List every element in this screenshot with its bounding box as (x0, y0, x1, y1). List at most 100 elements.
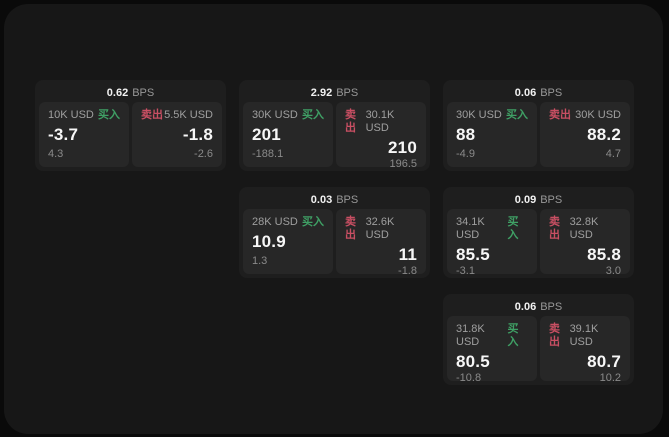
buy-size: 28K USD (252, 216, 298, 228)
quote-card[interactable]: 0.03 BPS 28K USD 买入 10.9 1.3 卖出 32.6K US… (239, 187, 430, 278)
buy-delta: 1.3 (252, 255, 268, 267)
sell-delta: -1.8 (398, 265, 417, 277)
sell-cell-top: 卖出 5.5K USD (141, 109, 213, 122)
buy-size: 30K USD (456, 109, 502, 121)
sell-size: 30K USD (575, 109, 621, 121)
sell-quote-cell[interactable]: 卖出 30.1K USD 210 196.5 (336, 102, 426, 170)
app-surface: 0.62 BPS 10K USD 买入 -3.7 4.3 卖出 5.5K USD… (4, 4, 663, 434)
buy-delta: -188.1 (252, 148, 284, 160)
sell-delta: 196.5 (389, 158, 417, 170)
card-body: 34.1K USD 买入 85.5 -3.1 卖出 32.8K USD 85.8… (447, 209, 630, 277)
quote-card[interactable]: 0.06 BPS 31.8K USD 买入 80.5 -10.8 卖出 39.1… (443, 294, 634, 385)
buy-price: -3.7 (48, 125, 79, 144)
buy-quote-cell[interactable]: 34.1K USD 买入 85.5 -3.1 (447, 209, 537, 277)
sell-price: 88.2 (587, 125, 621, 144)
sell-side-label: 卖出 (549, 216, 560, 241)
buy-delta: 4.3 (48, 148, 64, 160)
sell-price: -1.8 (182, 125, 213, 144)
sell-side-label: 卖出 (549, 109, 571, 121)
card-body: 10K USD 买入 -3.7 4.3 卖出 5.5K USD -1.8 -2.… (39, 102, 222, 167)
bps-value: 2.92 (310, 87, 333, 99)
buy-quote-cell[interactable]: 30K USD 买入 88 -4.9 (447, 102, 537, 167)
bps-value: 0.09 (514, 194, 537, 206)
buy-delta: -3.1 (456, 265, 475, 277)
bps-unit-label: BPS (540, 87, 563, 99)
buy-side-label: 买入 (506, 109, 528, 121)
buy-size: 10K USD (48, 109, 94, 121)
bps-unit-label: BPS (336, 194, 359, 206)
card-body: 30K USD 买入 88 -4.9 卖出 30K USD 88.2 4.7 (447, 102, 630, 167)
sell-side-label: 卖出 (345, 109, 356, 134)
quote-card[interactable]: 0.09 BPS 34.1K USD 买入 85.5 -3.1 卖出 32.8K… (443, 187, 634, 278)
sell-side-label: 卖出 (345, 216, 356, 241)
card-body: 28K USD 买入 10.9 1.3 卖出 32.6K USD 11 -1.8 (243, 209, 426, 277)
sell-quote-cell[interactable]: 卖出 32.8K USD 85.8 3.0 (540, 209, 630, 277)
buy-price: 88 (456, 125, 476, 144)
quote-card[interactable]: 2.92 BPS 30K USD 买入 201 -188.1 卖出 30.1K … (239, 80, 430, 171)
quote-card-grid: 0.62 BPS 10K USD 买入 -3.7 4.3 卖出 5.5K USD… (35, 80, 634, 385)
bps-value: 0.06 (514, 301, 537, 313)
sell-side-label: 卖出 (141, 109, 163, 121)
bps-unit-label: BPS (540, 301, 563, 313)
sell-cell-top: 卖出 32.8K USD (549, 216, 621, 242)
sell-price: 210 (388, 138, 417, 157)
sell-price: 85.8 (587, 245, 621, 264)
sell-price: 80.7 (587, 352, 621, 371)
buy-side-label: 买入 (302, 216, 324, 228)
sell-delta: 4.7 (605, 148, 621, 160)
buy-price: 85.5 (456, 245, 490, 264)
buy-size: 34.1K USD (456, 216, 485, 241)
sell-cell-top: 卖出 30.1K USD (345, 109, 417, 135)
card-header: 0.06 BPS (447, 298, 630, 316)
sell-quote-cell[interactable]: 卖出 5.5K USD -1.8 -2.6 (132, 102, 222, 167)
card-header: 2.92 BPS (243, 84, 426, 102)
sell-cell-top: 卖出 32.6K USD (345, 216, 417, 242)
card-header: 0.09 BPS (447, 191, 630, 209)
buy-delta: -4.9 (456, 148, 475, 160)
sell-quote-cell[interactable]: 卖出 39.1K USD 80.7 10.2 (540, 316, 630, 384)
card-body: 30K USD 买入 201 -188.1 卖出 30.1K USD 210 1… (243, 102, 426, 170)
card-header: 0.06 BPS (447, 84, 630, 102)
buy-cell-top: 31.8K USD 买入 (456, 323, 528, 349)
sell-cell-top: 卖出 30K USD (549, 109, 621, 122)
buy-side-label: 买入 (302, 109, 324, 121)
buy-price: 201 (252, 125, 281, 144)
buy-quote-cell[interactable]: 10K USD 买入 -3.7 4.3 (39, 102, 129, 167)
buy-cell-top: 30K USD 买入 (252, 109, 324, 122)
sell-delta: 3.0 (605, 265, 621, 277)
buy-size: 31.8K USD (456, 323, 485, 348)
buy-size: 30K USD (252, 109, 298, 121)
quote-card[interactable]: 0.06 BPS 30K USD 买入 88 -4.9 卖出 30K USD 8… (443, 80, 634, 171)
sell-price: 11 (398, 245, 417, 264)
buy-delta: -10.8 (456, 372, 482, 384)
buy-cell-top: 30K USD 买入 (456, 109, 528, 122)
buy-price: 80.5 (456, 352, 490, 371)
card-header: 0.62 BPS (39, 84, 222, 102)
buy-quote-cell[interactable]: 28K USD 买入 10.9 1.3 (243, 209, 333, 274)
sell-size: 32.8K USD (569, 216, 599, 241)
buy-side-label: 买入 (507, 216, 519, 241)
buy-side-label: 买入 (507, 323, 519, 348)
card-body: 31.8K USD 买入 80.5 -10.8 卖出 39.1K USD 80.… (447, 316, 630, 384)
sell-side-label: 卖出 (549, 323, 560, 348)
bps-value: 0.62 (106, 87, 129, 99)
sell-delta: 10.2 (599, 372, 621, 384)
buy-quote-cell[interactable]: 31.8K USD 买入 80.5 -10.8 (447, 316, 537, 384)
buy-price: 10.9 (252, 232, 286, 251)
bps-unit-label: BPS (336, 87, 359, 99)
quote-card[interactable]: 0.62 BPS 10K USD 买入 -3.7 4.3 卖出 5.5K USD… (35, 80, 226, 171)
sell-size: 32.6K USD (365, 216, 395, 241)
buy-quote-cell[interactable]: 30K USD 买入 201 -188.1 (243, 102, 333, 167)
sell-size: 5.5K USD (164, 109, 213, 121)
buy-cell-top: 28K USD 买入 (252, 216, 324, 229)
sell-quote-cell[interactable]: 卖出 30K USD 88.2 4.7 (540, 102, 630, 167)
sell-size: 39.1K USD (569, 323, 599, 348)
sell-quote-cell[interactable]: 卖出 32.6K USD 11 -1.8 (336, 209, 426, 277)
sell-cell-top: 卖出 39.1K USD (549, 323, 621, 349)
card-header: 0.03 BPS (243, 191, 426, 209)
buy-side-label: 买入 (98, 109, 120, 121)
buy-cell-top: 34.1K USD 买入 (456, 216, 528, 242)
sell-size: 30.1K USD (365, 109, 395, 134)
sell-delta: -2.6 (194, 148, 213, 160)
bps-unit-label: BPS (540, 194, 563, 206)
